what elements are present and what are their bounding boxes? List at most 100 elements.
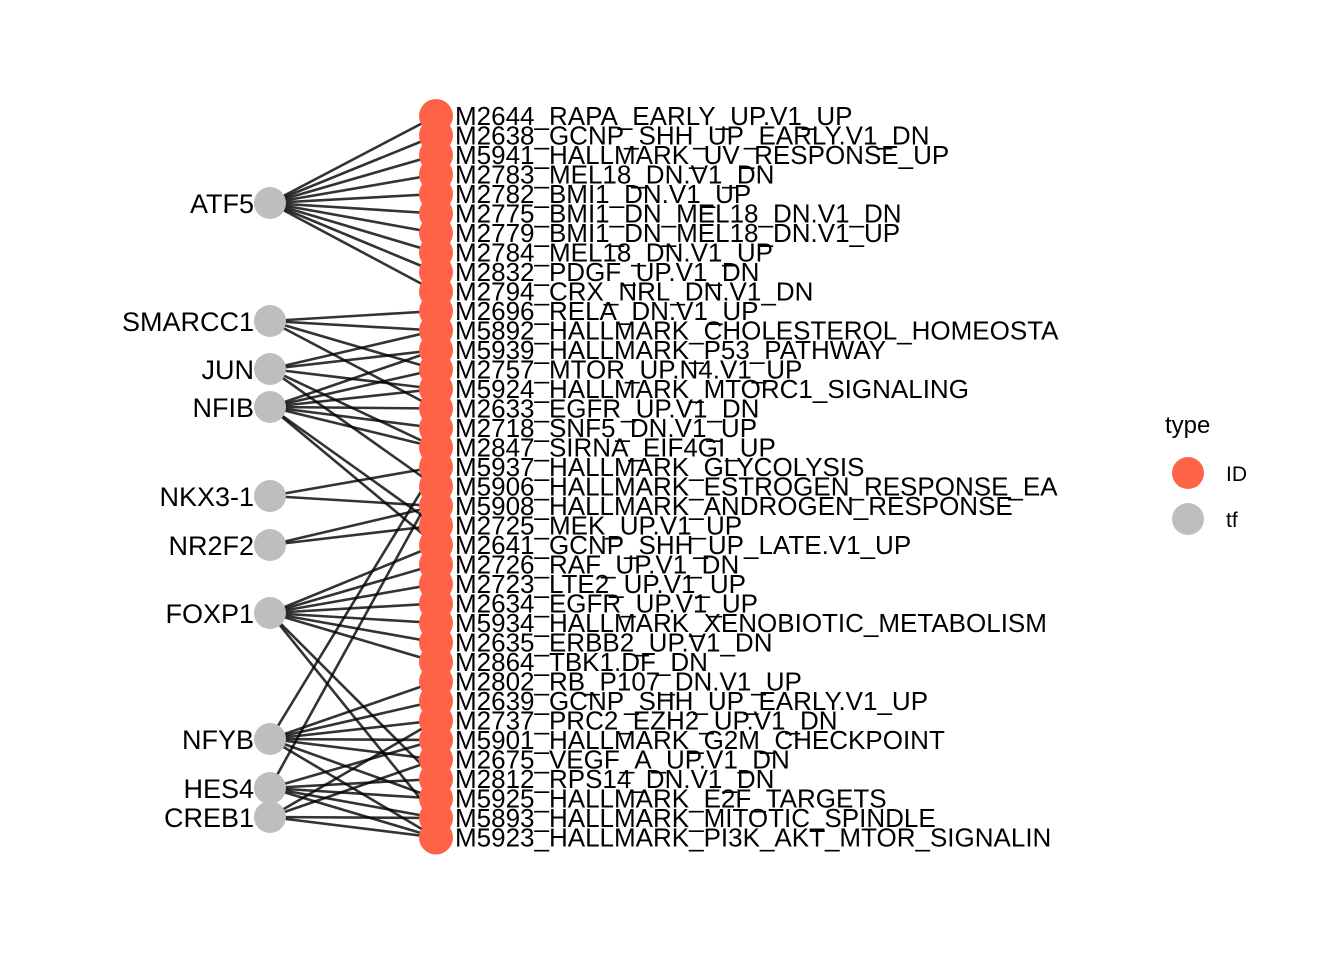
id-node-label: M2802_RB_P107_DN.V1_UP <box>455 667 802 697</box>
edge-atf5-2 <box>269 153 437 205</box>
edge-hes4-36 <box>269 786 437 820</box>
tf-node-label-nfib: NFIB <box>192 393 254 423</box>
id-node-label: M2784_MEL18_DN.V1_UP <box>455 238 773 268</box>
id-node-label: M2638_GCNP_SHH_UP_EARLY.V1_DN <box>455 121 930 151</box>
tf-node-label-foxp1: FOXP1 <box>165 599 254 629</box>
tf-node-label-hes4: HES4 <box>183 774 254 804</box>
edge-smarcc1-11 <box>269 319 437 332</box>
edge-atf5-0 <box>269 114 437 205</box>
id-node-label: M2639_GCNP_SHH_UP_EARLY.V1_UP <box>455 686 928 716</box>
edge-nr2f2-21 <box>269 524 437 547</box>
edge-creb1-37 <box>269 815 437 839</box>
edge-nkx3-1-18 <box>269 465 437 498</box>
id-node-label: M2675_VEGF_A_UP.V1_DN <box>455 745 790 775</box>
edge-atf5-3 <box>269 173 437 205</box>
tf-node-foxp1 <box>254 597 286 629</box>
edge-creb1-33 <box>269 758 437 819</box>
id-node-label: M5923_HALLMARK_PI3K_AKT_MTOR_SIGNALIN <box>455 823 1051 853</box>
id-node-label: M5939_HALLMARK_P53_PATHWAY <box>455 335 886 365</box>
tf-node-label-nr2f2: NR2F2 <box>168 531 254 561</box>
edge-foxp1-25 <box>269 602 437 615</box>
id-node-label: M2783_MEL18_DN.V1_DN <box>455 160 774 190</box>
id-node-label: M2794_CRX_NRL_DN.V1_DN <box>455 277 813 307</box>
id-node-label: M5892_HALLMARK_CHOLESTEROL_HOMEOSTA <box>455 316 1059 346</box>
tf-node-jun <box>254 353 286 385</box>
id-node-label: M2782_BMI1_DN.V1_UP <box>455 179 751 209</box>
edge-nkx3-1-20 <box>269 494 437 508</box>
edge-atf5-5 <box>269 201 437 215</box>
id-node-label: M5934_HALLMARK_XENOBIOTIC_METABOLISM <box>455 608 1047 638</box>
tf-node-nr2f2 <box>254 529 286 561</box>
legend-label-id: ID <box>1226 463 1247 486</box>
edge-foxp1-24 <box>269 582 437 615</box>
tf-node-label-jun: JUN <box>202 355 255 385</box>
edge-nfib-17 <box>269 405 437 449</box>
id-node-label: M2718_SNF5_DN.V1_UP <box>455 413 757 443</box>
edge-hes4-19 <box>268 485 438 789</box>
id-node-label: M2864_TBK1.DF_DN <box>455 647 708 677</box>
edge-nfib-21 <box>269 405 437 527</box>
tf-node-atf5 <box>254 187 286 219</box>
edge-nfib-13 <box>269 368 437 409</box>
edge-smarcc1-13 <box>269 319 437 371</box>
id-node-layer <box>419 99 453 855</box>
edge-hes4-35 <box>269 786 437 800</box>
edge-atf5-7 <box>269 201 437 254</box>
edge-creb1-31 <box>269 719 437 819</box>
tf-node-nkx3-1 <box>254 480 286 512</box>
id-node-label: M5937_HALLMARK_GLYCOLYSIS <box>455 452 864 482</box>
id-node-label: M2696_RELA_DN.V1_UP <box>455 296 759 326</box>
edge-hes4-34 <box>269 777 437 790</box>
edge-nfyb-30 <box>269 699 437 741</box>
tf-node-creb1 <box>254 801 286 833</box>
edge-atf5-6 <box>269 201 437 235</box>
edge-creb1-36 <box>269 815 437 820</box>
id-node-label: M5941_HALLMARK_UV_RESPONSE_UP <box>455 140 949 170</box>
edge-foxp1-27 <box>269 611 437 644</box>
edge-atf5-9 <box>269 201 437 293</box>
tf-node-label-atf5: ATF5 <box>190 189 254 219</box>
id-node-label: M2725_MEK_UP.V1_UP <box>455 511 742 541</box>
tf-node-smarcc1 <box>254 305 286 337</box>
legend: type ID tf <box>1165 412 1247 535</box>
edge-nfyb-32 <box>269 737 437 742</box>
id-node-label: M2812_RPS14_DN.V1_DN <box>455 764 774 794</box>
edge-foxp1-22 <box>269 543 437 615</box>
legend-label-tf: tf <box>1226 509 1238 532</box>
tf-node-nfib <box>254 391 286 423</box>
edge-hes4-32 <box>269 738 437 790</box>
tf-node-nfyb <box>254 723 286 755</box>
tf-node-label-nfyb: NFYB <box>182 725 254 755</box>
edge-foxp1-23 <box>269 563 437 615</box>
id-node <box>419 820 453 855</box>
edge-nfib-22 <box>269 406 437 546</box>
id-node-label: M5925_HALLMARK_E2F_TARGETS <box>455 784 887 814</box>
edge-nfib-16 <box>269 405 437 430</box>
edge-foxp1-34 <box>269 612 437 780</box>
legend-key-id <box>1172 457 1204 489</box>
id-node-label: M2726_RAF_UP.V1_DN <box>455 550 739 580</box>
id-node-label: M2775_BMI1_DN_MEL18_DN.V1_DN <box>455 199 902 229</box>
id-node-label: M2723_LTE2_UP.V1_UP <box>455 569 746 599</box>
edge-nfyb-18 <box>268 466 438 740</box>
edge-jun-12 <box>269 348 437 371</box>
tf-node-label-nkx3-1: NKX3-1 <box>159 482 254 512</box>
id-node-label: M5924_HALLMARK_MTORC1_SIGNALING <box>455 374 969 404</box>
edge-jun-11 <box>269 329 437 371</box>
edge-hes4-37 <box>269 786 437 839</box>
id-node-label: M2633_EGFR_UP.V1_DN <box>455 394 759 424</box>
id-node-label: M2644_RAPA_EARLY_UP.V1_UP <box>455 101 852 131</box>
edge-smarcc1-15 <box>269 319 437 410</box>
edge-smarcc1-10 <box>269 309 437 323</box>
edge-nfib-12 <box>269 348 437 409</box>
id-node-label: M5901_HALLMARK_G2M_CHECKPOINT <box>455 725 945 755</box>
legend-key-tf <box>1172 503 1204 535</box>
id-node-label: M5906_HALLMARK_ESTROGEN_RESPONSE_EA <box>455 472 1058 502</box>
tf-node-layer: ATF5 SMARCC1 JUN NFIB NKX3-1 NR2F2 FOXP1 NFYB HE… <box>122 187 286 833</box>
tf-node-hes4 <box>254 772 286 804</box>
tf-node-label-creb1: CREB1 <box>164 803 254 833</box>
edge-atf5-4 <box>269 192 437 205</box>
edge-nfyb-29 <box>269 680 437 741</box>
id-node-label: M5908_HALLMARK_ANDROGEN_RESPONSE <box>455 491 1013 521</box>
